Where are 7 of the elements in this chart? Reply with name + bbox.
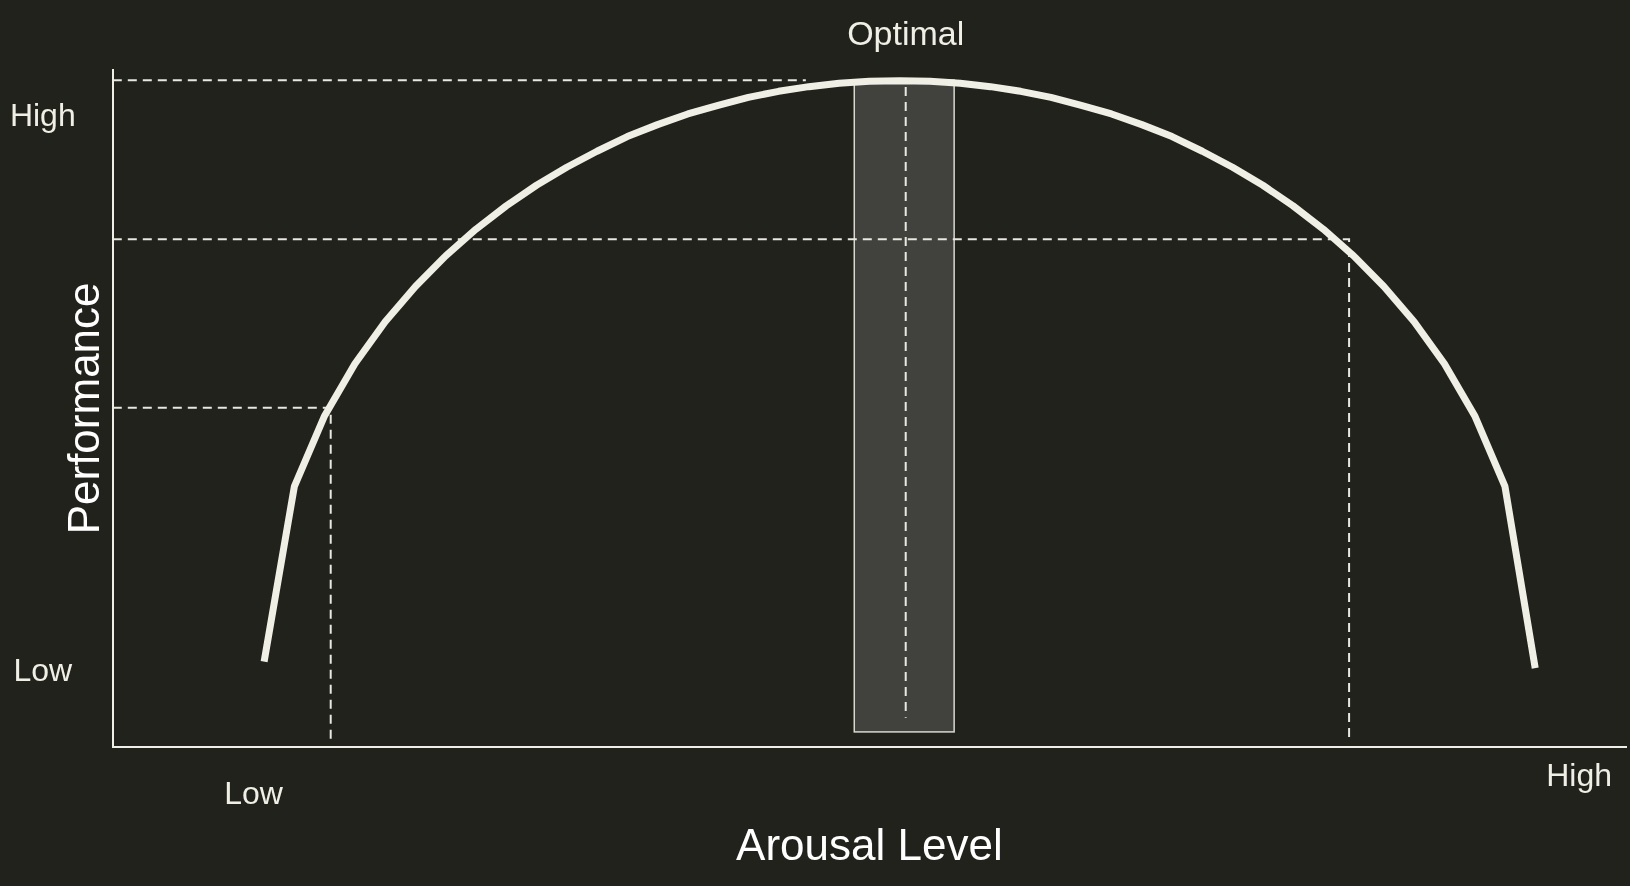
y-axis-title: Performance (58, 282, 108, 535)
text: Optimal (847, 14, 965, 53)
text: Low (224, 774, 284, 811)
text: High (9, 97, 76, 134)
text: Low (13, 652, 74, 689)
text: High (1546, 756, 1612, 793)
x-axis-title: Arousal Level (736, 819, 1003, 869)
